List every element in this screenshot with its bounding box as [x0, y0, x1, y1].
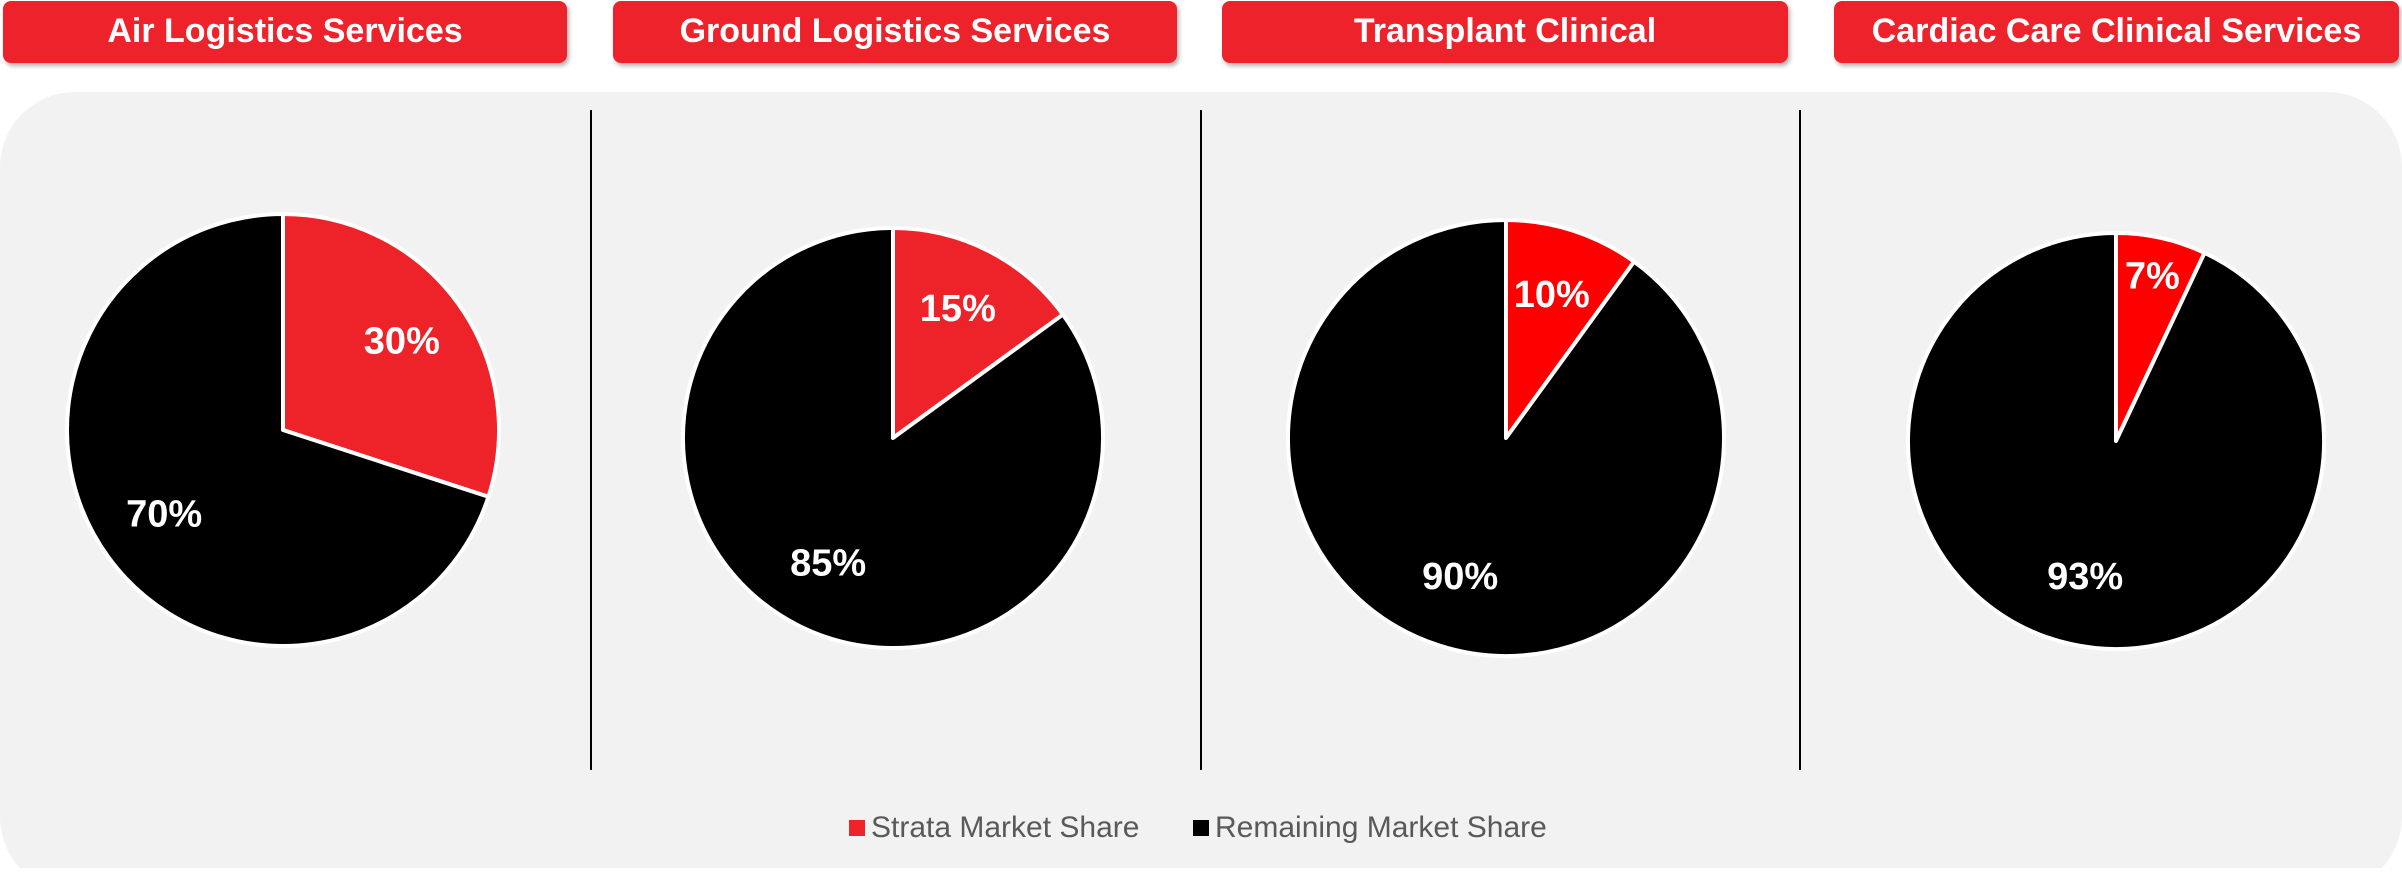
- data-label: 70%: [126, 493, 202, 535]
- data-label: 90%: [1422, 556, 1498, 598]
- pie-slice: [1906, 231, 2326, 651]
- data-label: 10%: [1514, 274, 1590, 316]
- pie-slice: [1286, 218, 1726, 658]
- pie-slice: [681, 226, 1105, 650]
- pie-slice: [891, 226, 1065, 440]
- chart-title: Cardiac Care Clinical Services: [1872, 12, 2362, 50]
- chart-title: Ground Logistics Services: [680, 12, 1111, 50]
- data-label: 7%: [2125, 256, 2180, 298]
- title-box: [613, 1, 1177, 63]
- legend-swatch: [849, 820, 865, 836]
- title-box: [1222, 1, 1788, 63]
- data-label: 15%: [920, 288, 996, 330]
- legend-label: Remaining Market Share: [1215, 811, 1547, 844]
- pie-slice: [281, 212, 501, 499]
- title-box: [1834, 1, 2399, 63]
- chart-title: Air Logistics Services: [107, 12, 462, 50]
- data-label: 93%: [2047, 556, 2123, 598]
- legend-swatch: [1193, 820, 1209, 836]
- pie-slice: [1504, 218, 1637, 440]
- data-label: 85%: [790, 542, 866, 584]
- title-box: [3, 1, 567, 63]
- chart-title: Transplant Clinical: [1354, 12, 1656, 50]
- pie-slice: [65, 212, 491, 648]
- legend-label: Strata Market Share: [871, 811, 1139, 844]
- data-label: 30%: [364, 321, 440, 363]
